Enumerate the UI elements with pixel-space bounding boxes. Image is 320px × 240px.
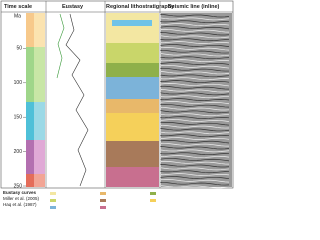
reflector [160,152,230,156]
period-band [26,174,34,187]
reflector [160,113,230,117]
reflector [160,103,230,108]
reflector [160,181,230,186]
reflector [160,62,230,65]
reflector [160,49,230,54]
y-tick-label: 100 [14,80,23,86]
reflector [160,134,230,138]
epoch-band [34,47,45,102]
reflector [160,163,230,168]
reflector [160,173,230,176]
header-time-scale: Time scale [4,4,32,10]
reflector [160,38,230,42]
reflector [160,178,230,183]
reflector [160,160,230,165]
reflector [160,155,230,158]
reflector [160,119,230,122]
eustasy-curve [65,13,89,187]
y-tick-label: 200 [14,149,23,155]
reflector [160,92,230,96]
reflector [160,116,230,119]
header-eustasy: Eustasy [62,4,84,10]
period-band [26,13,34,47]
reflector [160,35,230,39]
reflector [160,170,230,174]
header-seismic: Seismic line (inline) [168,4,220,10]
reflector [160,67,230,72]
reflector [160,13,230,18]
reflector [160,71,230,75]
header-lithostratigraphy: Regional lithostratigraphy [106,4,175,10]
reflector [160,131,230,135]
period-band [26,140,34,174]
reflector [160,142,230,147]
reflector [160,83,230,87]
axis-unit: Ma [14,13,21,19]
reflector [160,46,230,51]
reflector [160,17,230,21]
reflector [160,31,230,36]
y-tick-label: 250 [14,183,23,189]
reflector [160,74,230,78]
reflector [160,59,230,63]
reflector [160,106,230,111]
epoch-band [34,140,45,174]
reflector [160,77,230,81]
reflector [160,145,230,150]
seismic-reflectors [160,13,230,189]
figure: Time scale Eustasy Regional lithostratig… [0,0,234,209]
epoch-band [34,174,45,187]
y-tick-label: 50 [16,46,22,52]
eustasy-caption-line: Miller et al. (2005) [3,196,40,201]
reflector [160,167,230,171]
reflector [160,185,230,189]
reflector [160,149,230,153]
reflector [160,137,230,140]
reflector [160,110,230,114]
y-tick-label: 150 [14,115,23,121]
epoch-band [34,102,45,140]
reflector [160,124,230,129]
reflector [160,140,230,144]
reflector [160,28,230,33]
reflector [160,80,230,83]
legend [50,192,156,209]
reflector [160,85,230,90]
eustasy-caption-title: Eustasy curves [3,190,37,195]
eustasy-curve [56,13,65,79]
litho-column [106,13,159,187]
reflector [160,23,230,26]
reflector [160,20,230,24]
period-band [26,102,34,140]
reflector [160,44,230,47]
reflector [160,26,230,30]
eustasy-caption-line: Haq et al. (1987) [3,202,37,207]
reflector [160,53,230,57]
reflector [160,122,230,126]
reflector [160,101,230,105]
reflector [160,128,230,132]
page: {"header": {"time_scale": "Time scale", … [0,0,234,209]
period-band [26,47,34,102]
reflector [160,56,230,60]
reflector [160,98,230,101]
reflector [160,95,230,99]
reflector [160,41,230,44]
epoch-band [34,13,45,47]
reflector [160,65,230,69]
reflector [160,158,230,162]
reflector [160,176,230,180]
reflector [160,88,230,93]
